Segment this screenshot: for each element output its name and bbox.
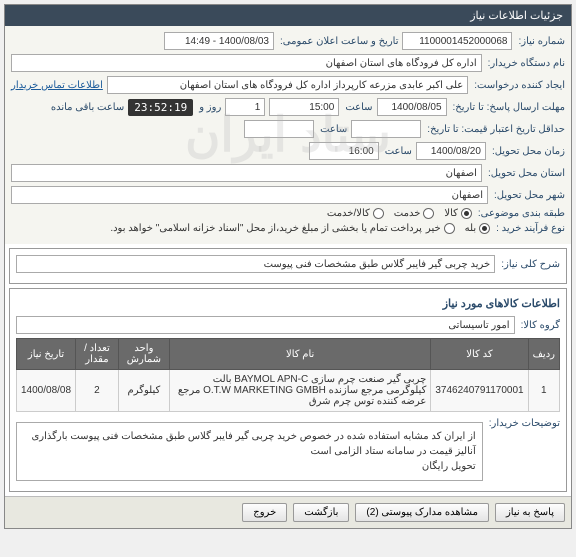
radio-both-label: کالا/خدمت <box>327 208 370 219</box>
group-label: گروه کالا: <box>519 320 560 331</box>
radio-dot-icon <box>444 223 455 234</box>
summary-label: شرح کلی نیاز: <box>499 259 560 270</box>
delivery-date-field: 1400/08/20 <box>416 142 486 160</box>
radio-goods-label: کالا <box>444 208 458 219</box>
reply-button[interactable]: پاسخ به نیاز <box>495 503 565 522</box>
city-field: اصفهان <box>11 186 488 204</box>
creator-field: علی اکبر عابدی مزرعه کارپرداز اداره کل ف… <box>107 76 468 94</box>
radio-dot-icon <box>461 208 472 219</box>
delivery-date-label: زمان محل تحویل: <box>490 146 565 157</box>
time-label-2: ساعت <box>318 124 347 135</box>
items-table: ردیف کد کالا نام کالا واحد شمارش تعداد /… <box>16 338 560 412</box>
th-date: تاریخ نیاز <box>17 339 76 370</box>
time-label-1: ساعت <box>343 102 372 113</box>
time-label-3: ساعت <box>383 146 412 157</box>
radio-no-label: خیر <box>426 223 441 234</box>
radio-dot-icon <box>423 208 434 219</box>
valid-date-field <box>351 120 421 138</box>
valid-label: حداقل تاریخ اعتبار قیمت: تا تاریخ: <box>425 124 565 135</box>
table-header-row: ردیف کد کالا نام کالا واحد شمارش تعداد /… <box>17 339 560 370</box>
radio-yes[interactable]: بله <box>465 223 490 234</box>
days-field: 1 <box>225 98 265 116</box>
radio-dot-icon <box>479 223 490 234</box>
province-label: استان محل تحویل: <box>486 168 565 179</box>
radio-service-label: خدمت <box>394 208 421 219</box>
need-number-field: 1100001452000068 <box>402 32 512 50</box>
valid-time-field <box>244 120 314 138</box>
process-label: نوع فرآیند خرید : <box>494 223 565 234</box>
delivery-time-field: 16:00 <box>309 142 379 160</box>
contact-link[interactable]: اطلاعات تماس خریدار <box>11 80 103 91</box>
details-body: ستاد ایران شماره نیاز: 1100001452000068 … <box>5 26 571 244</box>
th-code: کد کالا <box>431 339 528 370</box>
cell-idx: 1 <box>528 370 559 412</box>
cell-name: چربی گیر صنعت چرم سازی BAYMOL APN-C بالت… <box>170 370 431 412</box>
table-row: 1 3746240791170001 چربی گیر صنعت چرم ساز… <box>17 370 560 412</box>
cell-unit: کیلوگرم <box>118 370 169 412</box>
footer-bar: پاسخ به نیاز مشاهده مدارک پیوستی (2) باز… <box>5 496 571 528</box>
process-note: پرداخت تمام یا بخشی از مبلغ خرید،از محل … <box>110 223 422 234</box>
summary-section: شرح کلی نیاز: خرید چربی گیر فایبر گلاس ط… <box>9 248 567 284</box>
remaining-label: ساعت باقی مانده <box>49 102 124 113</box>
creator-label: ایجاد کننده درخواست: <box>472 80 565 91</box>
main-panel: جزئیات اطلاعات نیاز ستاد ایران شماره نیا… <box>4 4 572 529</box>
th-name: نام کالا <box>170 339 431 370</box>
back-button[interactable]: بازگشت <box>293 503 349 522</box>
deadline-date-field: 1400/08/05 <box>377 98 447 116</box>
cell-code: 3746240791170001 <box>431 370 528 412</box>
need-number-label: شماره نیاز: <box>516 36 565 47</box>
th-unit: واحد شمارش <box>118 339 169 370</box>
radio-service[interactable]: خدمت <box>394 208 435 219</box>
items-title: اطلاعات کالاهای مورد نیاز <box>16 295 560 312</box>
cell-qty: 2 <box>76 370 119 412</box>
province-field: اصفهان <box>11 164 482 182</box>
buyer-org-label: نام دستگاه خریدار: <box>486 58 565 69</box>
buyer-org-field: اداره کل فرودگاه های استان اصفهان <box>11 54 482 72</box>
buyer-desc-label: توضیحات خریدار: <box>487 418 560 429</box>
summary-field: خرید چربی گیر فایبر گلاس طبق مشخصات فنی … <box>16 255 495 273</box>
radio-both[interactable]: کالا/خدمت <box>327 208 384 219</box>
radio-no[interactable]: خیر <box>426 223 455 234</box>
deadline-time-field: 15:00 <box>269 98 339 116</box>
announce-field: 1400/08/03 - 14:49 <box>164 32 274 50</box>
close-button[interactable]: خروج <box>242 503 287 522</box>
countdown-timer: 23:52:19 <box>128 99 193 116</box>
attachments-button[interactable]: مشاهده مدارک پیوستی (2) <box>355 503 489 522</box>
items-section: اطلاعات کالاهای مورد نیاز گروه کالا: امو… <box>9 288 567 492</box>
th-qty: تعداد / مقدار <box>76 339 119 370</box>
city-label: شهر محل تحویل: <box>492 190 565 201</box>
process-radio-group: بله خیر <box>426 223 490 234</box>
buyer-desc-box: از ایران کد مشابه استفاده شده در خصوص خر… <box>16 422 483 481</box>
radio-goods[interactable]: کالا <box>444 208 472 219</box>
class-label: طبقه بندی موضوعی: <box>476 208 565 219</box>
panel-title: جزئیات اطلاعات نیاز <box>5 5 571 26</box>
radio-yes-label: بله <box>465 223 476 234</box>
days-label: روز و <box>197 102 221 113</box>
cell-date: 1400/08/08 <box>17 370 76 412</box>
announce-label: تاریخ و ساعت اعلان عمومی: <box>278 36 399 47</box>
deadline-label: مهلت ارسال پاسخ: تا تاریخ: <box>451 102 565 113</box>
group-field: امور تاسیساتی <box>16 316 515 334</box>
radio-dot-icon <box>373 208 384 219</box>
th-idx: ردیف <box>528 339 559 370</box>
class-radio-group: کالا خدمت کالا/خدمت <box>327 208 472 219</box>
